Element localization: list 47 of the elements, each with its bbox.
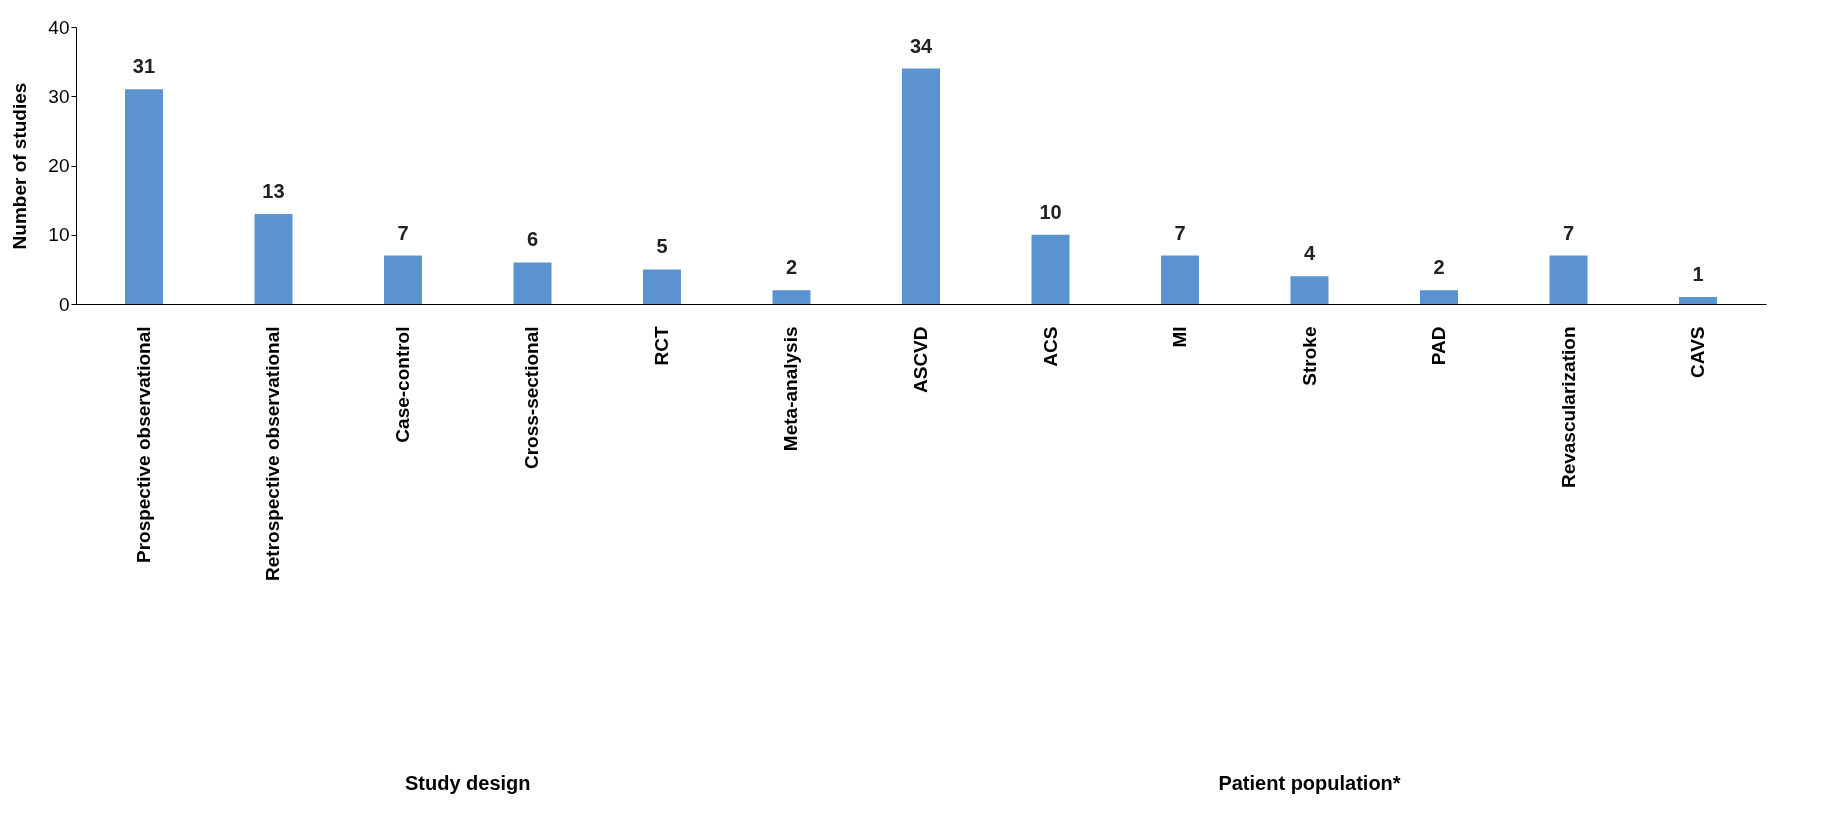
x-tick-label: Retrospective observational <box>262 326 284 581</box>
data-label: 1 <box>1692 263 1704 286</box>
x-tick-label: Prospective observational <box>132 326 154 564</box>
x-tick-label: Meta-analysis <box>780 326 802 452</box>
data-label: 7 <box>1174 221 1186 244</box>
y-tick-label: 30 <box>48 85 70 107</box>
data-label: 31 <box>132 55 156 78</box>
y-tick-label: 20 <box>48 155 70 176</box>
bar <box>383 255 422 304</box>
bar <box>1031 234 1070 304</box>
x-tick-label: MI <box>1169 326 1190 348</box>
bar <box>513 262 552 304</box>
data-label: 2 <box>785 256 798 279</box>
bar <box>124 89 163 304</box>
y-axis-title: Number of studies <box>9 82 31 250</box>
data-label: 5 <box>656 235 668 258</box>
x-tick-label: PAD <box>1428 326 1450 366</box>
y-tick-label: 0 <box>58 293 70 315</box>
data-label: 6 <box>526 228 539 251</box>
text: Study design <box>404 772 531 795</box>
x-tick-label: RCT <box>651 326 672 366</box>
data-label: 7 <box>1562 221 1575 244</box>
x-tick-label: Revascularization <box>1557 326 1579 489</box>
data-label: 4 <box>1303 242 1316 265</box>
bar <box>254 213 293 304</box>
x-tick-label: ACS <box>1039 326 1061 367</box>
data-label: 34 <box>909 34 933 57</box>
x-tick-label: CAVS <box>1687 326 1709 378</box>
x-tick-label: ASCVD <box>910 326 931 394</box>
x-tick-label: Case-control <box>391 326 413 443</box>
data-label: 2 <box>1433 256 1445 279</box>
data-label: 10 <box>1039 200 1062 223</box>
y-tick-label: 10 <box>48 224 70 246</box>
bar <box>1679 297 1718 304</box>
bar <box>1549 255 1588 304</box>
data-label: 13 <box>262 179 285 202</box>
text: Patient population* <box>1218 772 1401 795</box>
x-tick-label: Cross-sectional <box>521 326 543 470</box>
bar <box>1420 290 1459 304</box>
bar <box>1290 276 1329 304</box>
data-label: 7 <box>397 221 409 244</box>
bar <box>643 269 681 304</box>
y-tick-label: 40 <box>48 16 70 38</box>
bar <box>772 290 811 304</box>
x-tick-label: Stroke <box>1298 326 1320 386</box>
bar <box>902 68 940 304</box>
bar <box>1161 255 1199 304</box>
